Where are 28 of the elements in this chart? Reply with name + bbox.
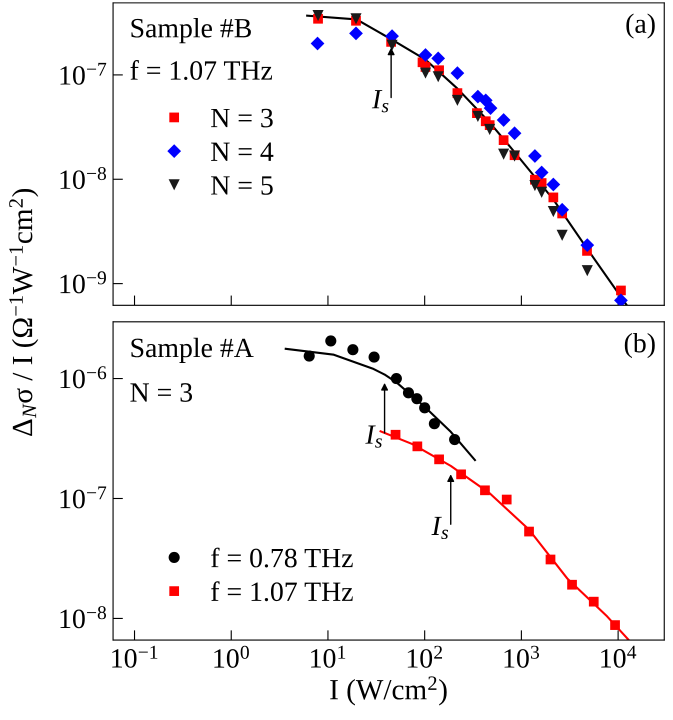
x-axis-title: I (W/cm$^{2}$) [330,676,447,706]
annotation: I$_{s}$ [365,425,382,448]
x-tick-label: 10$^{−1}$ [112,646,158,668]
x-tick-label: 10$^{2}$ [408,646,442,668]
y-tick-label: 10$^{−8}$ [60,606,106,628]
annotation: N = 3 [130,383,192,402]
x-tick-label: 10$^{3}$ [504,646,540,668]
x-tick-label: 10$^{0}$ [214,646,249,668]
annotation: (a) [626,13,655,39]
annotation: I$_{s}$ [431,516,448,540]
y-tick-label: 10$^{−8}$ [60,166,106,190]
annotation: I$_{s}$ [372,90,388,112]
text: Δ$_{N}$σ / I (Ω$^{−1}$W$^{−1}$cm$^{2}$) [9,188,38,436]
annotation: (b) [624,332,655,358]
annotation: Sample #B [131,18,251,44]
y-tick-label: 10$^{−9}$ [60,271,106,294]
x-tick-label: 10$^{4}$ [601,646,636,668]
y-tick-label: 10$^{−6}$ [60,366,106,388]
legend-label: f = 0.78 THz [211,548,353,568]
legend-label: N = 5 [211,176,273,195]
annotation: Sample #A [131,338,254,363]
x-tick-label: 10$^{1}$ [311,646,346,668]
annotation: f = 1.07 THz [130,60,272,80]
legend-label: f = 1.07 THz [211,581,353,602]
legend-label: N = 4 [211,142,274,161]
y-tick-label: 10$^{−7}$ [60,62,106,85]
y-tick-label: 10$^{−7}$ [60,486,106,508]
legend-label: N = 3 [211,108,273,128]
